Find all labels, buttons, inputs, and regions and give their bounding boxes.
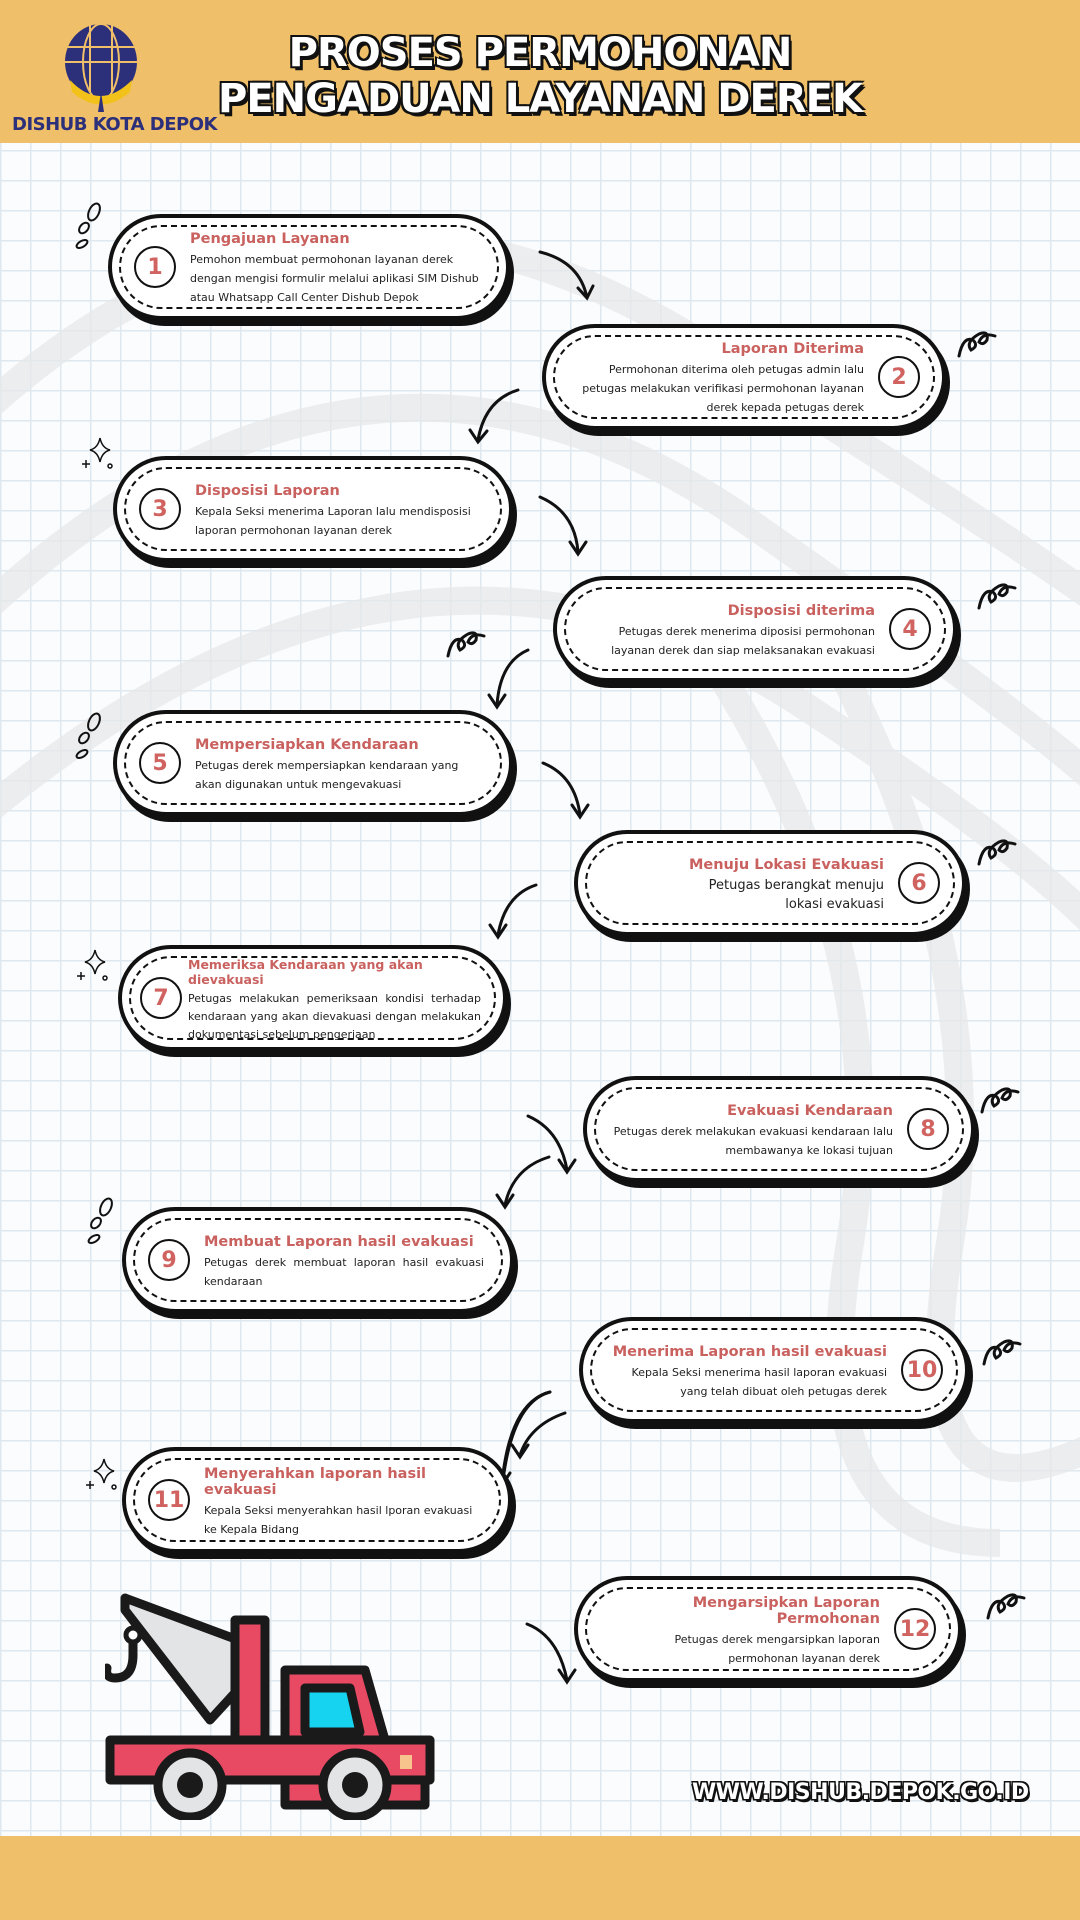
step-title: Evakuasi Kendaraan [727, 1102, 893, 1119]
step-number: 2 [878, 356, 920, 398]
step-card-12: 12 Mengarsipkan Laporan Permohonan Petugas… [574, 1576, 962, 1682]
squiggle-icon [982, 1339, 1022, 1366]
website-url: WWW.DISHUB.DEPOK.GO.ID [692, 1780, 1029, 1805]
step-title: Mempersiapkan Kendaraan [195, 736, 419, 753]
step-description: Petugas derek melakukan evakuasi kendara… [613, 1124, 893, 1157]
step-card-5: 5 Mempersiapkan Kendaraan Petugas derek me… [113, 710, 513, 816]
dishub-logo-icon [65, 23, 137, 112]
step-title: Disposisi Laporan [195, 482, 340, 499]
step-card-2: 2 Laporan Diterima Permohonan diterima ole… [542, 324, 946, 430]
step-description: Petugas derek mempersiapkan kendaraan ya… [195, 758, 459, 791]
step-card-8: 8 Evakuasi Kendaraan Petugas derek melakuk… [583, 1076, 975, 1182]
step-number: 11 [148, 1479, 190, 1521]
step-title: Pengajuan Layanan [190, 231, 350, 247]
squiggle-icon [446, 631, 486, 658]
org-name: DISHUB KOTA DEPOK [12, 114, 217, 135]
step-title: Disposisi diterima [727, 602, 875, 619]
droplets-icon [75, 202, 101, 249]
step-card-1: 1 Pengajuan Layanan Pemohon membuat permoh… [108, 214, 510, 320]
step-title: Membuat Laporan hasil evakuasi [204, 1233, 474, 1250]
step-card-10: 10 Menerima Laporan hasil evakuasi Kepala … [579, 1317, 969, 1423]
step-card-4: 4 Disposisi diterima Petugas derek menerim… [553, 576, 957, 682]
step-description: Petugas derek menerima diposisi permohon… [611, 624, 875, 657]
step-card-9: 9 Membuat Laporan hasil evakuasi Petugas d… [122, 1207, 514, 1313]
title-line-1: PROSES PERMOHONAN [288, 30, 793, 76]
step-number: 6 [898, 862, 940, 904]
droplets-icon [75, 712, 101, 759]
arrow-icon [495, 1155, 551, 1210]
arrow-icon [538, 250, 595, 301]
step-number: 1 [134, 246, 176, 288]
step-description: Kepala Seksi menyerahkan hasil lporan ev… [204, 1503, 473, 1536]
step-number: 7 [140, 977, 182, 1019]
step-number: 3 [139, 488, 181, 530]
sparkle-icon [77, 949, 108, 981]
arrow-icon [541, 761, 590, 820]
step-number: 4 [889, 608, 931, 650]
step-card-7: 7 Memeriksa Kendaraan yang akan dievakuas… [118, 945, 507, 1051]
step-description: Petugas derek membuat laporan hasil evak… [204, 1255, 484, 1288]
page-title: PROSES PERMOHONAN PENGADUAN LAYANAN DERE… [200, 30, 880, 122]
arrow-icon [488, 883, 538, 940]
arrow-icon [525, 1622, 577, 1685]
title-line-2: PENGADUAN LAYANAN DEREK [218, 76, 863, 122]
step-title: Menuju Lokasi Evakuasi [688, 856, 884, 873]
step-description: Permohonan diterima oleh petugas admin l… [582, 363, 864, 414]
step-description: Kepala Seksi menerima Laporan lalu mendi… [195, 504, 471, 537]
step-title: Menerima Laporan hasil evakuasi [612, 1343, 887, 1360]
step-description: Petugas berangkat menuju lokasi evakuasi [708, 877, 884, 912]
step-description: Petugas melakukan pemeriksaan kondisi te… [188, 991, 481, 1041]
arrow-icon [510, 1411, 567, 1460]
sparkle-icon [86, 1458, 117, 1490]
step-title: Mengarsipkan Laporan Permohonan [692, 1594, 880, 1627]
step-card-3: 3 Disposisi Laporan Kepala Seksi menerima … [113, 456, 513, 562]
step-title: Menyerahkan laporan hasil evakuasi [204, 1465, 427, 1498]
step-number: 5 [139, 742, 181, 784]
squiggle-icon [986, 1593, 1026, 1620]
step-description: Petugas derek mengarsipkan laporan permo… [674, 1632, 880, 1665]
arrow-icon [487, 648, 530, 710]
sparkle-icon [82, 437, 113, 469]
squiggle-icon [977, 583, 1017, 610]
step-description: Kepala Seksi menerima hasil laporan evak… [631, 1365, 887, 1398]
step-title: Laporan Diterima [721, 341, 864, 357]
squiggle-icon [980, 1087, 1020, 1114]
footer-band [0, 1836, 1080, 1920]
squiggle-icon [977, 839, 1017, 866]
step-card-6: 6 Menuju Lokasi Evakuasi Petugas berangkat… [574, 830, 966, 936]
step-title: Memeriksa Kendaraan yang akan dievakuasi [188, 956, 423, 987]
step-number: 9 [148, 1239, 190, 1281]
step-description: Pemohon membuat permohonan layanan derek… [190, 253, 479, 304]
tow-truck-icon [105, 1593, 435, 1820]
header: DISHUB KOTA DEPOK PROSES PERMOHONAN PENG… [0, 0, 1080, 143]
arrow-icon [526, 1114, 577, 1175]
step-card-11: 11 Menyerahkan laporan hasil evakuasi Kepa… [122, 1447, 512, 1553]
step-number: 10 [901, 1349, 943, 1391]
step-number: 12 [894, 1608, 936, 1650]
droplets-icon [87, 1197, 113, 1244]
arrow-icon [538, 495, 588, 557]
arrow-icon [468, 388, 520, 445]
squiggle-icon [957, 331, 997, 358]
step-number: 8 [907, 1108, 949, 1150]
